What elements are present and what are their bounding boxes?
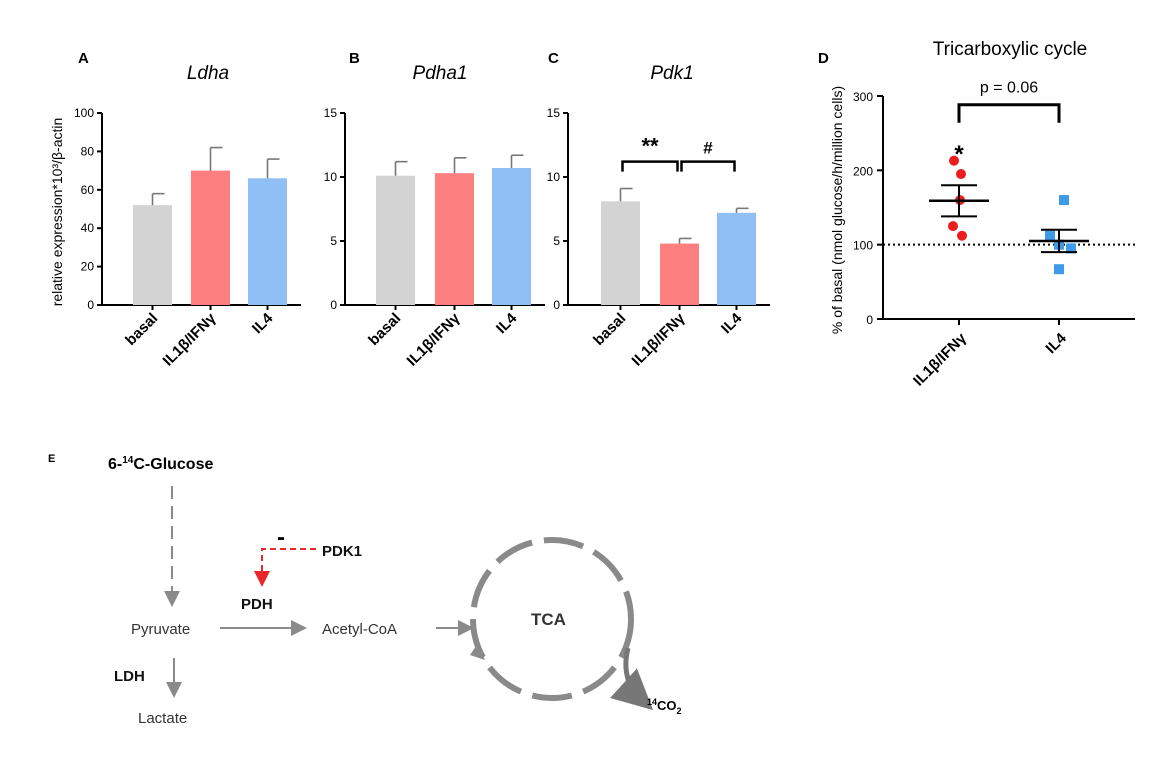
glucose-prefix: 6- — [108, 456, 122, 473]
chart-a-ytick-label: 100 — [74, 106, 94, 120]
tca-cycle-arrowhead — [470, 643, 485, 660]
chart-c-title: Pdk1 — [650, 63, 693, 84]
co2-isotope: 14 — [647, 697, 657, 707]
chart-c-category-label: IL1β/IFNγ — [629, 309, 689, 369]
chart-d-title: Tricarboxylic cycle — [933, 39, 1088, 60]
chart-d-point — [956, 169, 966, 180]
chart-d-comparison-bracket — [957, 103, 1061, 123]
chart-a-category-label: basal — [122, 310, 161, 349]
chart-d-category-label: IL4 — [1042, 329, 1070, 357]
chart-d-point — [948, 221, 958, 232]
tca-label: TCA — [531, 610, 566, 629]
chart-c-ytick-label: 0 — [553, 298, 560, 312]
chart-b-bar — [435, 173, 474, 305]
panel-label-d: D — [818, 50, 829, 67]
chart-c-bar — [601, 201, 640, 305]
chart-c-category-label: IL4 — [718, 309, 746, 337]
chart-a-ytick-label: 80 — [81, 144, 95, 158]
chart-d-point — [1045, 230, 1055, 241]
chart-d-ytick-label: 200 — [853, 164, 873, 178]
chart-b-ytick-label: 10 — [324, 170, 338, 184]
chart-c-significance-label: # — [703, 139, 713, 158]
chart-d-ytick-label: 0 — [866, 313, 873, 327]
acetyl-coa-label: Acetyl-CoA — [322, 621, 397, 638]
chart-d-point — [949, 155, 959, 166]
chart-c-bar — [717, 212, 756, 305]
glucose-label: 6-14C-Glucose — [108, 455, 213, 473]
inhibition-minus: - — [277, 524, 285, 551]
chart-a-bar — [191, 170, 230, 305]
chart-a-category-label: IL1β/IFNγ — [160, 309, 220, 369]
chart-c-ytick-label: 15 — [547, 106, 561, 120]
chart-c-significance-bracket — [680, 160, 736, 172]
chart-a-category-label: IL4 — [249, 309, 277, 337]
lactate-label: Lactate — [138, 710, 187, 727]
chart-b-category-label: basal — [365, 310, 404, 349]
chart-b-ytick-label: 15 — [324, 106, 338, 120]
chart-c-bar — [660, 243, 699, 305]
pathway-diagram: E 6-14C-Glucose Pyruvate Acetyl-CoA PDH … — [48, 453, 682, 727]
chart-a-ytick-label: 60 — [81, 183, 95, 197]
chart-b-category-label: IL1β/IFNγ — [404, 309, 464, 369]
chart-d-point — [1066, 243, 1076, 254]
pyruvate-label: Pyruvate — [131, 621, 190, 638]
chart-b-category-label: IL4 — [493, 309, 521, 337]
co2-subscript: 2 — [677, 706, 682, 716]
chart-d-point — [957, 230, 967, 241]
pdh-label: PDH — [241, 596, 273, 613]
panel-label-b: B — [349, 50, 360, 67]
pdk1-label: PDK1 — [322, 543, 362, 560]
chart-d-ytick-label: 300 — [853, 90, 873, 104]
chart-a-bar — [248, 178, 287, 305]
co2-release-arrow — [610, 647, 654, 711]
chart-b-title: Pdha1 — [413, 63, 468, 84]
co2-name: CO — [657, 698, 677, 713]
chart-b-bar — [376, 175, 415, 305]
chart-d-p-value: p = 0.06 — [980, 80, 1038, 97]
panel-label-a: A — [78, 50, 89, 67]
chart-c-ytick-label: 5 — [553, 234, 560, 248]
panel-label-e: E — [48, 453, 55, 465]
chart-a-bar — [133, 205, 172, 305]
chart-b-ytick-label: 0 — [330, 298, 337, 312]
chart-c-significance-bracket — [621, 160, 679, 172]
chart-d-ylabel: % of basal (nmol glucose/h/million cells… — [829, 86, 845, 334]
chart-a-ylabel: relative expression*10³/β-actin — [49, 118, 65, 307]
panel-label-c: C — [548, 50, 559, 67]
chart-d-ytick-label: 100 — [853, 239, 873, 253]
ldh-label: LDH — [114, 668, 145, 685]
glucose-name: C-Glucose — [133, 456, 213, 473]
chart-c-category-label: basal — [590, 310, 629, 349]
chart-a-title: Ldha — [187, 63, 229, 84]
chart-b-ytick-label: 5 — [330, 234, 337, 248]
chart-c-significance-label: ** — [641, 134, 659, 159]
co2-label: 14CO2 — [647, 697, 682, 716]
chart-a-ytick-label: 0 — [87, 298, 94, 312]
chart-a-ytick-label: 40 — [81, 221, 95, 235]
chart-a-ytick-label: 20 — [81, 260, 95, 274]
chart-d-point — [1054, 264, 1064, 275]
pdk1-inhibition-arrow — [254, 548, 316, 587]
chart-d-significance-star: * — [954, 141, 964, 168]
tca-cycle-ring — [470, 537, 634, 701]
chart-d-category-label: IL1β/IFNγ — [910, 329, 970, 389]
chart-b-bar — [492, 168, 531, 305]
glucose-isotope: 14 — [122, 455, 134, 466]
chart-d-point — [1059, 195, 1069, 206]
chart-c-ytick-label: 10 — [547, 170, 561, 184]
